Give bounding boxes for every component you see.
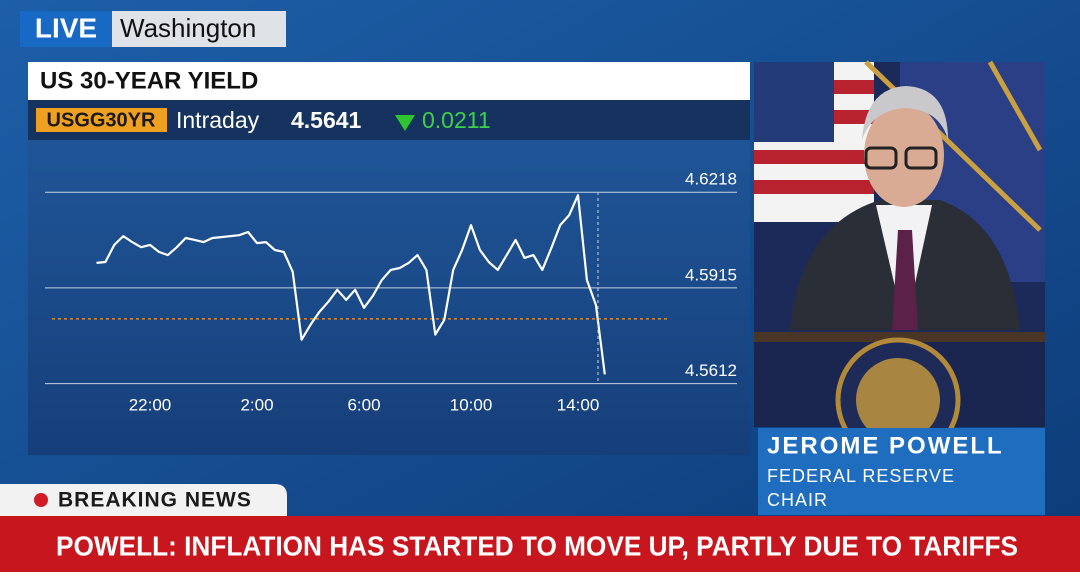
flag-canton	[754, 62, 834, 142]
headline-bar	[0, 516, 1080, 572]
pole	[987, 60, 1043, 152]
location: Washington	[120, 13, 256, 43]
glasses	[904, 146, 938, 170]
x-tick-label: 10:00	[450, 395, 493, 414]
hair	[862, 86, 948, 140]
x-tick-label: 6:00	[347, 395, 380, 414]
symbol: USGG30YR	[47, 109, 156, 131]
y-tick-label: 4.6218	[685, 170, 737, 189]
podium-top	[754, 332, 1045, 342]
x-tick-label: 22:00	[129, 395, 172, 414]
y-tick-label: 4.5612	[685, 361, 737, 380]
glasses	[864, 146, 898, 170]
speaker-title: FEDERAL RESERVE	[767, 466, 955, 486]
down-arrow	[395, 115, 415, 131]
location-box	[112, 11, 286, 47]
breaking-tab	[0, 484, 287, 516]
breaking-label: BREAKING NEWS	[58, 489, 252, 512]
speaker-title: CHAIR	[767, 490, 828, 510]
x-tick-label: 2:00	[240, 395, 273, 414]
flag-stripe	[754, 150, 874, 164]
face	[864, 103, 944, 207]
headline: POWELL: INFLATION HAS STARTED TO MOVE UP…	[56, 530, 1018, 561]
speaker-name: JEROME POWELL	[767, 432, 1004, 459]
live-box	[20, 11, 112, 47]
flag-stripe	[834, 110, 874, 124]
video	[754, 60, 1045, 463]
period: Intraday	[176, 107, 260, 133]
name-panel	[758, 428, 1045, 515]
tie	[892, 230, 918, 330]
live: LIVE	[35, 12, 97, 43]
y-tick-label: 4.5915	[685, 265, 737, 284]
yield-line	[96, 194, 606, 375]
seal-center	[856, 358, 940, 442]
flag-stripe	[754, 180, 874, 194]
symbol-box	[36, 108, 167, 132]
chart-title-bar	[28, 62, 750, 100]
flag-stripe	[834, 80, 874, 94]
x-tick-label: 14:00	[557, 395, 600, 414]
chart-title: US 30-YEAR YIELD	[40, 67, 258, 94]
change: 0.0211	[422, 107, 491, 133]
breaking-dot	[34, 493, 48, 507]
chart: 4.5612 4.5915 4.6218 22:00 2:00 6:00 10:00 14:0…	[45, 170, 737, 414]
price: 4.5641	[291, 107, 362, 133]
